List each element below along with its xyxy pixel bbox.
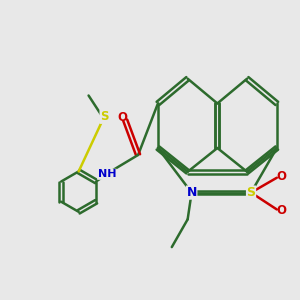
Text: O: O [276, 170, 286, 183]
Text: O: O [276, 204, 286, 218]
Text: NH: NH [98, 169, 116, 179]
Text: S: S [100, 110, 109, 123]
Text: N: N [186, 186, 197, 199]
Text: O: O [117, 111, 127, 124]
Text: S: S [247, 186, 256, 199]
